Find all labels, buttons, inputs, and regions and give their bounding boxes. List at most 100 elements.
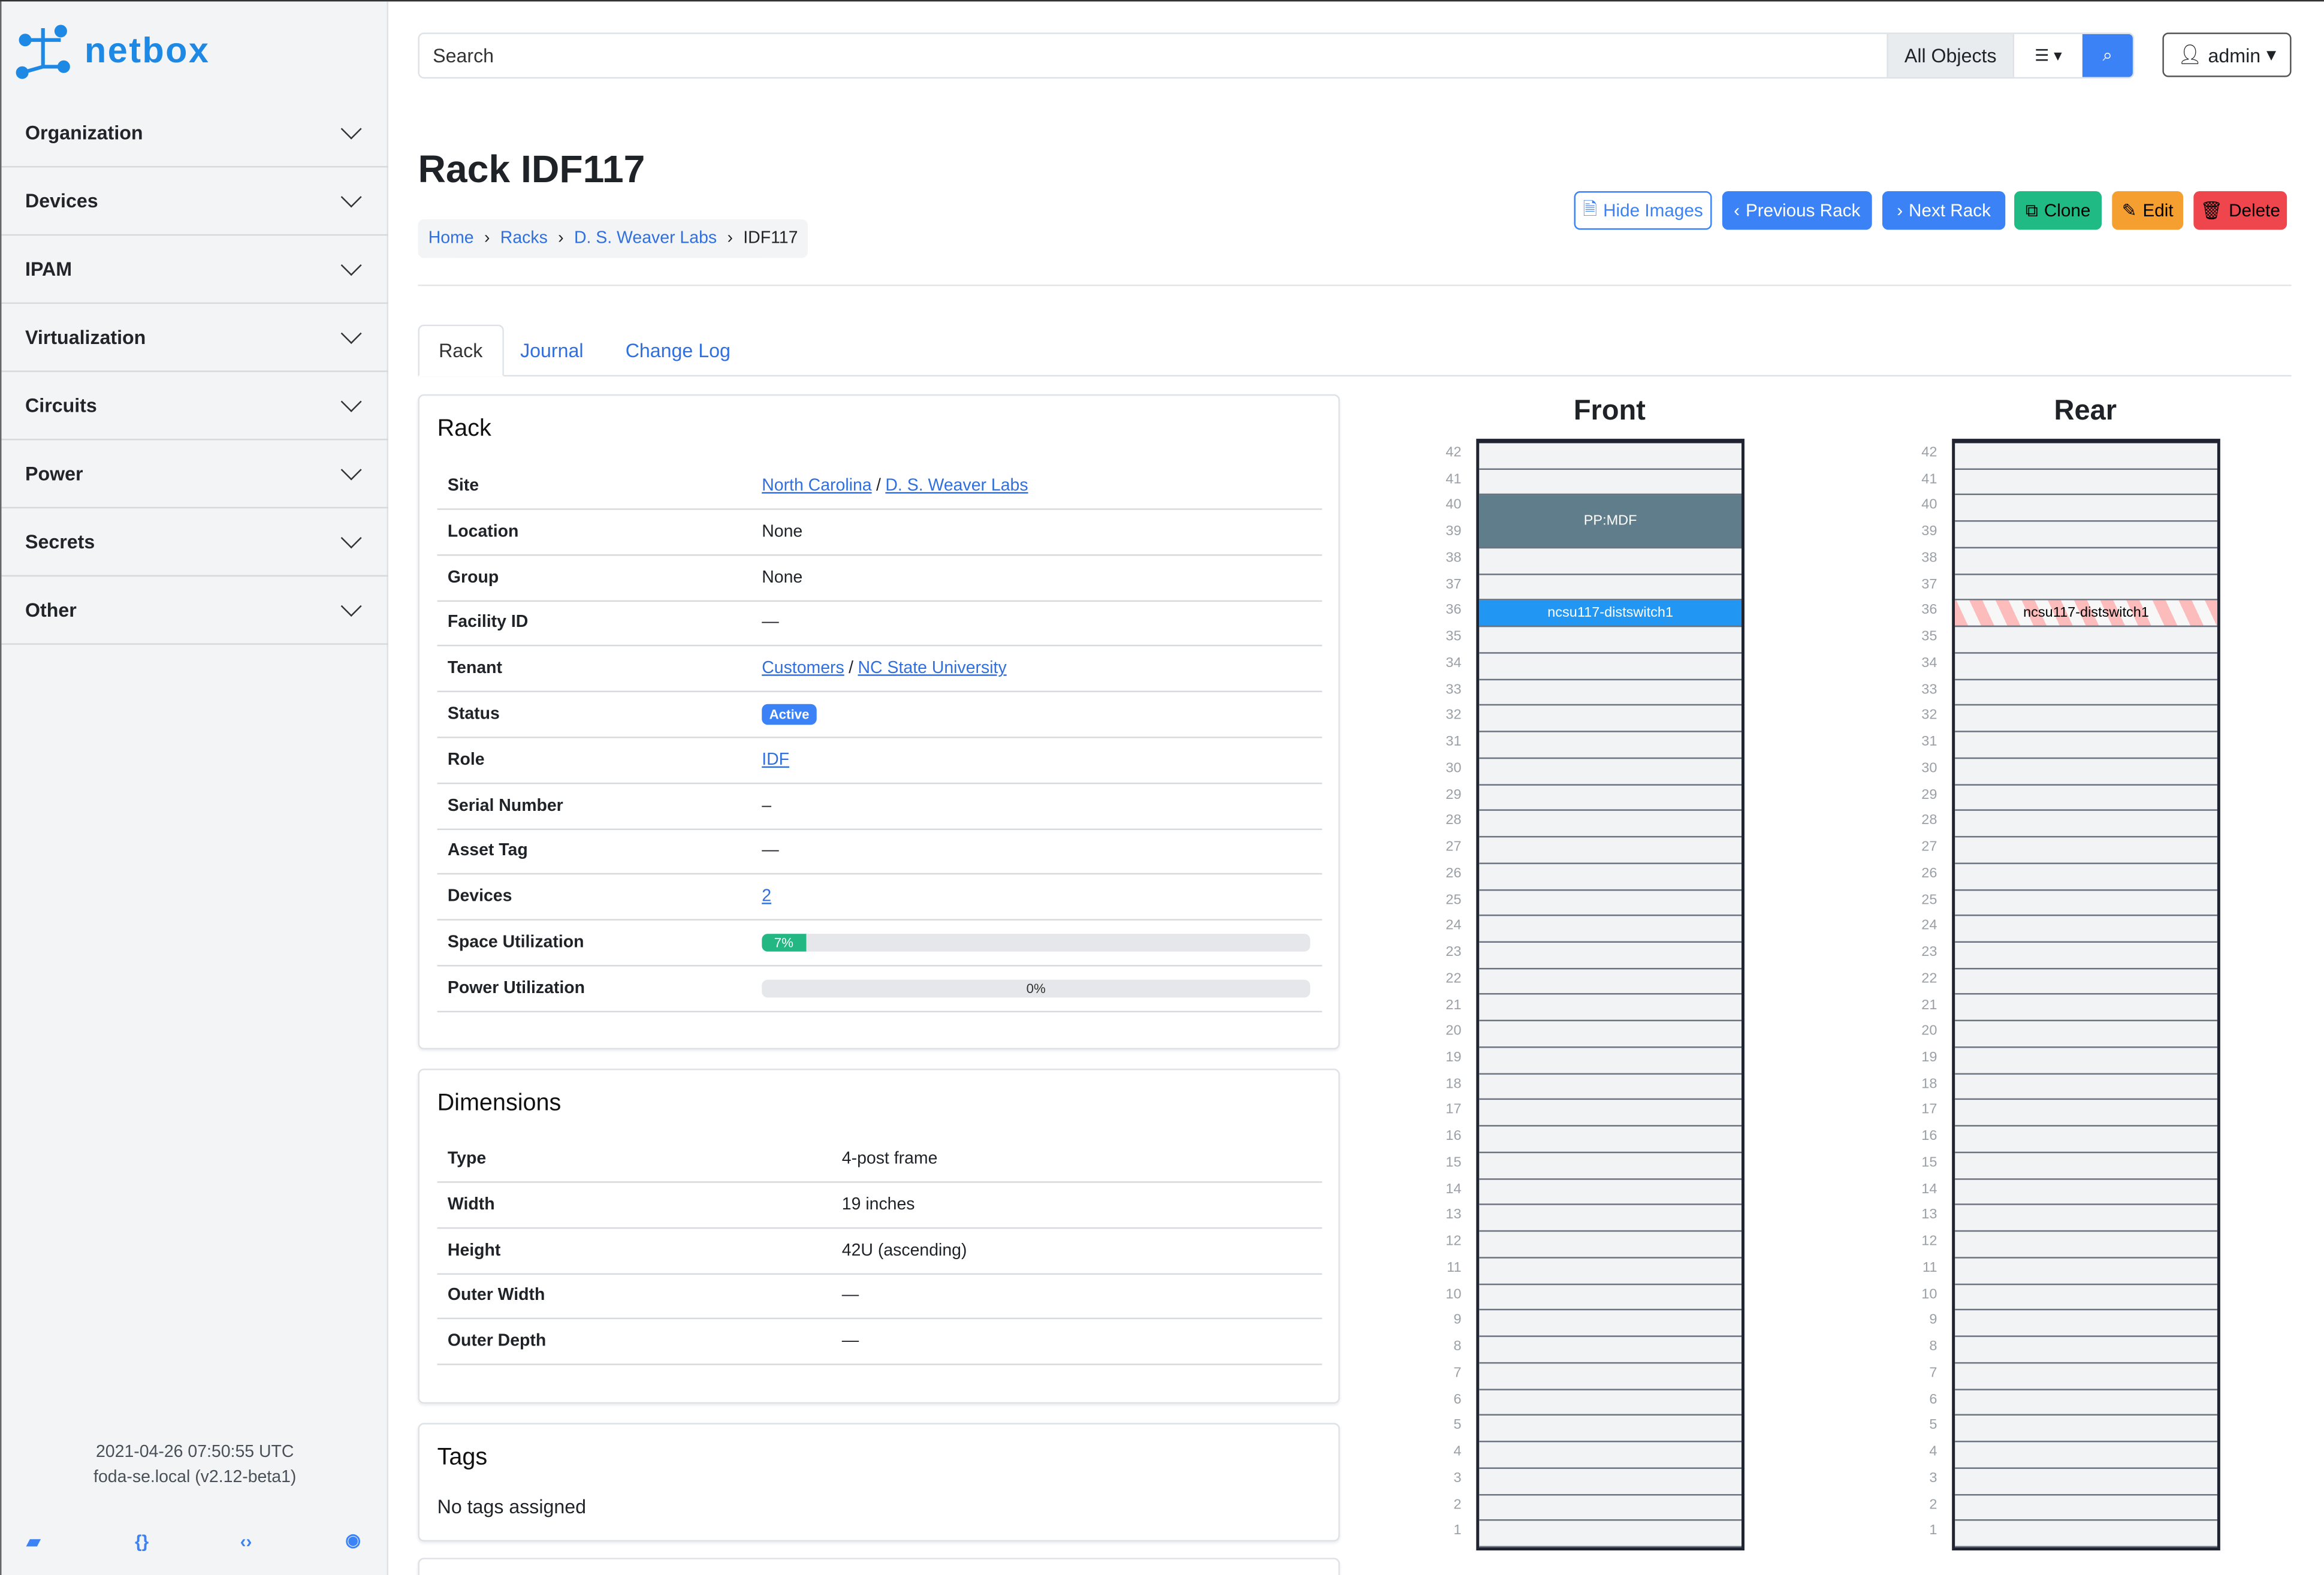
rack-unit[interactable] bbox=[1479, 864, 1742, 891]
tab-rack[interactable]: Rack bbox=[418, 324, 503, 377]
rack-unit[interactable] bbox=[1955, 1100, 2217, 1127]
breadcrumb-home[interactable]: Home bbox=[428, 230, 474, 248]
rack-unit[interactable] bbox=[1479, 1258, 1742, 1285]
rack-unit[interactable] bbox=[1479, 653, 1742, 680]
rack-unit[interactable] bbox=[1955, 1311, 2217, 1338]
row-link[interactable]: 2 bbox=[762, 888, 772, 906]
rack-unit[interactable] bbox=[1955, 1443, 2217, 1469]
rack-unit[interactable] bbox=[1955, 627, 2217, 654]
rack-unit[interactable] bbox=[1955, 811, 2217, 838]
rack-unit[interactable] bbox=[1955, 469, 2217, 496]
rack-unit[interactable] bbox=[1955, 1022, 2217, 1048]
row-link[interactable]: North Carolina bbox=[762, 477, 872, 496]
lifebuoy-icon[interactable]: ◉ bbox=[345, 1529, 361, 1550]
rack-unit[interactable] bbox=[1955, 969, 2217, 995]
rack-unit[interactable] bbox=[1955, 1495, 2217, 1522]
rack-unit[interactable] bbox=[1955, 1337, 2217, 1363]
rack-unit[interactable] bbox=[1955, 1284, 2217, 1311]
rack-unit[interactable] bbox=[1955, 838, 2217, 864]
rack-unit[interactable] bbox=[1479, 759, 1742, 785]
rack-unit[interactable] bbox=[1479, 916, 1742, 943]
rack-device[interactable]: ncsu117-distswitch1 bbox=[1479, 601, 1742, 627]
rack-unit[interactable] bbox=[1955, 995, 2217, 1022]
sidebar-item-power[interactable]: Power bbox=[1, 440, 388, 509]
rack-unit[interactable] bbox=[1479, 969, 1742, 995]
edit-button[interactable]: ✎ Edit bbox=[2112, 191, 2184, 230]
previous-rack-button[interactable]: ‹ Previous Rack bbox=[1722, 191, 1872, 230]
rack-unit[interactable] bbox=[1955, 1153, 2217, 1179]
hide-images-button[interactable]: 🗎︎ Hide Images bbox=[1574, 191, 1712, 230]
tab-change-log[interactable]: Change Log bbox=[625, 339, 731, 362]
sidebar-item-virtualization[interactable]: Virtualization bbox=[1, 304, 388, 372]
braces-icon[interactable]: {} bbox=[135, 1531, 149, 1552]
book-icon[interactable]: ▰ bbox=[26, 1531, 41, 1552]
rack-unit[interactable] bbox=[1479, 1232, 1742, 1259]
rack-device[interactable]: ncsu117-distswitch1 bbox=[1955, 601, 2217, 627]
rack-unit[interactable] bbox=[1955, 1127, 2217, 1153]
rack-unit[interactable] bbox=[1479, 1443, 1742, 1469]
rack-unit[interactable] bbox=[1955, 1521, 2217, 1547]
rack-unit[interactable] bbox=[1955, 916, 2217, 943]
row-link[interactable]: Customers bbox=[762, 660, 844, 678]
breadcrumb-racks[interactable]: Racks bbox=[500, 230, 548, 248]
rack-unit[interactable] bbox=[1955, 943, 2217, 969]
search-button[interactable]: ⌕ bbox=[2082, 34, 2133, 77]
rack-unit[interactable] bbox=[1955, 1179, 2217, 1206]
rack-unit[interactable] bbox=[1479, 995, 1742, 1022]
rack-unit[interactable] bbox=[1479, 1468, 1742, 1495]
next-rack-button[interactable]: › Next Rack bbox=[1882, 191, 2006, 230]
rack-unit[interactable] bbox=[1479, 1074, 1742, 1101]
rack-unit[interactable] bbox=[1479, 1127, 1742, 1153]
rack-unit[interactable] bbox=[1479, 732, 1742, 759]
rack-unit[interactable] bbox=[1955, 785, 2217, 811]
search-scope-select[interactable]: All Objects bbox=[1887, 34, 2013, 77]
sidebar-item-secrets[interactable]: Secrets bbox=[1, 508, 388, 577]
code-icon[interactable]: ‹› bbox=[240, 1531, 252, 1552]
rack-unit[interactable] bbox=[1479, 1390, 1742, 1416]
rack-unit[interactable] bbox=[1955, 575, 2217, 601]
rack-unit[interactable] bbox=[1955, 1074, 2217, 1101]
rack-unit[interactable] bbox=[1479, 443, 1742, 470]
rack-unit[interactable] bbox=[1479, 469, 1742, 496]
rack-unit[interactable] bbox=[1479, 1337, 1742, 1363]
rack-unit[interactable] bbox=[1955, 864, 2217, 891]
row-link[interactable]: NC State University bbox=[858, 660, 1007, 678]
rack-unit[interactable] bbox=[1955, 522, 2217, 548]
rack-unit[interactable] bbox=[1955, 1390, 2217, 1416]
rack-unit[interactable] bbox=[1479, 785, 1742, 811]
rack-unit[interactable] bbox=[1955, 680, 2217, 707]
clone-button[interactable]: ⧉ Clone bbox=[2014, 191, 2102, 230]
rack-unit[interactable] bbox=[1479, 811, 1742, 838]
rack-unit[interactable] bbox=[1955, 1468, 2217, 1495]
rack-unit[interactable] bbox=[1955, 1206, 2217, 1232]
row-link[interactable]: D. S. Weaver Labs bbox=[885, 477, 1028, 496]
rack-unit[interactable] bbox=[1955, 732, 2217, 759]
sidebar-item-devices[interactable]: Devices bbox=[1, 167, 388, 236]
rack-unit[interactable] bbox=[1955, 890, 2217, 917]
rack-unit[interactable] bbox=[1955, 653, 2217, 680]
rack-unit[interactable] bbox=[1955, 548, 2217, 575]
rack-unit[interactable] bbox=[1479, 943, 1742, 969]
rack-unit[interactable] bbox=[1955, 759, 2217, 785]
rack-unit[interactable] bbox=[1479, 548, 1742, 575]
rack-unit[interactable] bbox=[1479, 1363, 1742, 1390]
rack-unit[interactable] bbox=[1955, 496, 2217, 523]
rack-unit[interactable] bbox=[1955, 706, 2217, 733]
rack-unit[interactable] bbox=[1479, 1153, 1742, 1179]
sidebar-item-ipam[interactable]: IPAM bbox=[1, 236, 388, 304]
rack-unit[interactable] bbox=[1479, 680, 1742, 707]
rack-unit[interactable] bbox=[1955, 443, 2217, 470]
logo[interactable]: netbox bbox=[13, 22, 210, 82]
rack-unit[interactable] bbox=[1479, 1100, 1742, 1127]
user-menu-button[interactable]: 👤︎ admin ▾ bbox=[2162, 32, 2292, 77]
rack-unit[interactable] bbox=[1479, 1284, 1742, 1311]
rack-unit[interactable] bbox=[1479, 890, 1742, 917]
rack-unit[interactable] bbox=[1479, 1048, 1742, 1075]
rack-unit[interactable] bbox=[1479, 1521, 1742, 1547]
rack-unit[interactable] bbox=[1955, 1416, 2217, 1443]
search-input[interactable] bbox=[419, 34, 1887, 77]
tab-journal[interactable]: Journal bbox=[520, 339, 584, 362]
rack-unit[interactable] bbox=[1479, 1179, 1742, 1206]
rack-unit[interactable] bbox=[1955, 1232, 2217, 1259]
breadcrumb-site[interactable]: D. S. Weaver Labs bbox=[574, 230, 717, 248]
